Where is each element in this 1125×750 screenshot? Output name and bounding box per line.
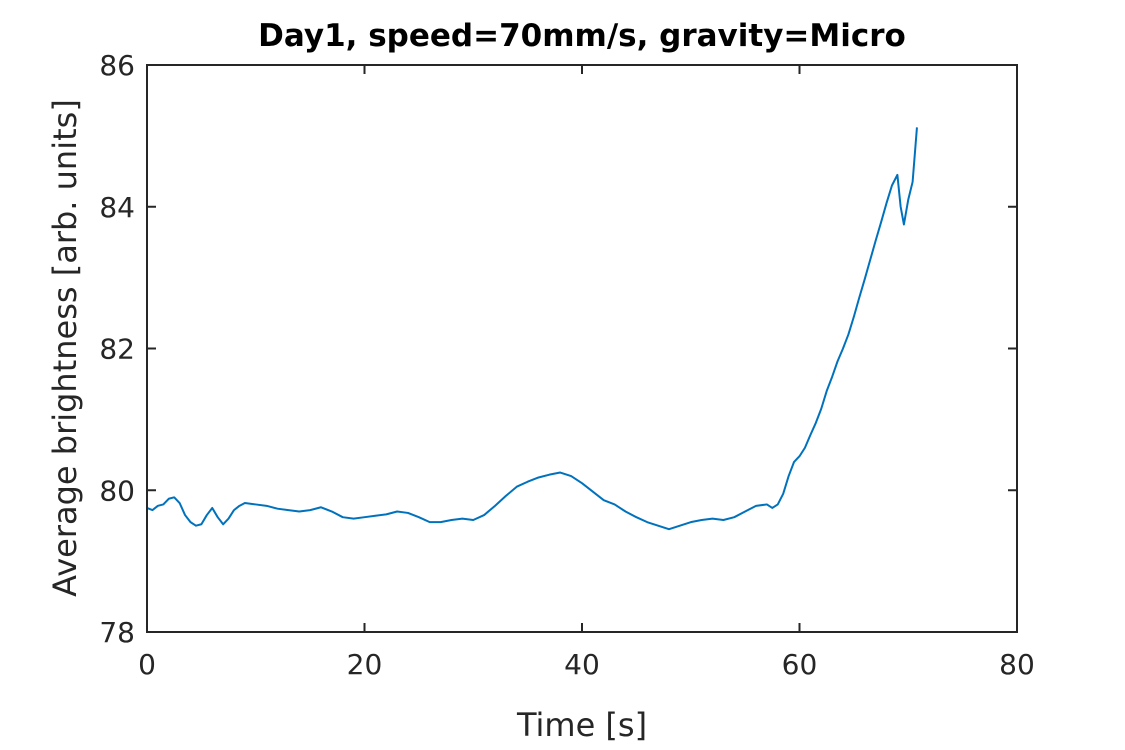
x-tick-label: 0: [138, 648, 156, 681]
y-tick-label: 84: [99, 191, 135, 224]
x-tick-label: 80: [999, 648, 1035, 681]
series-layer: [146, 127, 918, 531]
chart-title: Day1, speed=70mm/s, gravity=Micro: [258, 18, 906, 54]
x-axis-label: Time [s]: [516, 706, 647, 744]
x-tick-label: 40: [564, 648, 600, 681]
x-tick-label: 60: [782, 648, 818, 681]
tick-layer: 0 20 40 60 80 78 80 82 84 86: [99, 49, 1034, 681]
y-axis-label: Average brightness [arb. units]: [46, 99, 84, 597]
y-tick-label: 78: [99, 616, 135, 649]
y-tick-label: 82: [99, 333, 135, 366]
y-tick-label: 86: [99, 49, 135, 82]
plot-background: [147, 65, 1017, 632]
series-line-0: [146, 127, 918, 531]
y-tick-label: 80: [99, 474, 135, 507]
x-tick-label: 20: [347, 648, 383, 681]
